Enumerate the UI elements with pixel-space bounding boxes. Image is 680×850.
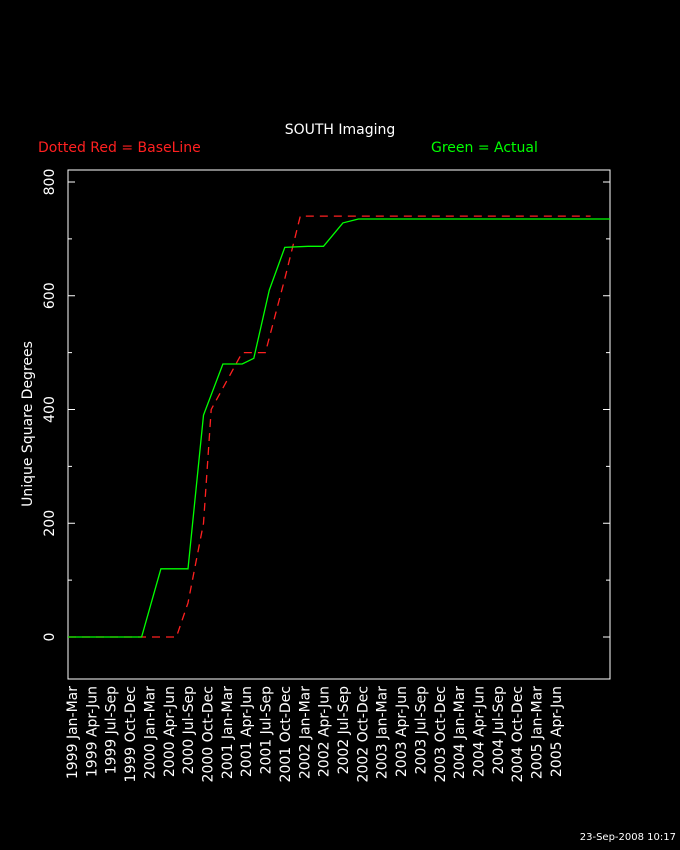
x-tick-label: 2002 Jul-Sep [336,686,352,775]
x-tick-label: 2004 Jan-Mar [452,686,468,779]
x-axis-ticks: 1999 Jan-Mar 1999 Apr-Jun 1999 Jul-Sep 1999… [65,686,565,783]
series-baseline-line [68,215,591,638]
x-tick-label: 2000 Jan-Mar [142,686,158,779]
x-tick-label: 2002 Jan-Mar [297,686,313,779]
x-tick-label: 1999 Oct-Dec [123,686,139,782]
x-tick-label: 2005 Apr-Jun [549,686,565,777]
y-tick-label: 0 [42,633,58,642]
x-tick-label: 2001 Jan-Mar [220,686,236,779]
chart-series [68,215,610,638]
x-tick-label: 2001 Apr-Jun [239,686,255,777]
x-tick-label: 2004 Jul-Sep [491,686,507,775]
x-tick-label: 2000 Jul-Sep [181,686,197,775]
x-tick-label: 1999 Apr-Jun [84,686,100,777]
legend-baseline: Dotted Red = BaseLine [38,140,201,156]
x-tick-label: 2002 Apr-Jun [317,686,333,777]
chart-axes [67,169,611,680]
x-tick-label: 2001 Jul-Sep [259,686,275,775]
x-tick-label: 1999 Jan-Mar [65,686,81,779]
legend-actual: Green = Actual [431,140,538,156]
x-tick-label: 2004 Apr-Jun [472,686,488,777]
x-tick-label: 2004 Oct-Dec [510,686,526,782]
y-axis-label: Unique Square Degrees [20,341,36,507]
x-tick-label: 2000 Oct-Dec [201,686,217,782]
chart-title: SOUTH Imaging [284,122,396,138]
plot-frame [67,169,611,680]
x-tick-label: 2001 Oct-Dec [278,686,294,782]
x-tick-label: 2000 Apr-Jun [162,686,178,777]
y-tick-label: 600 [42,282,58,309]
x-tick-label: 2003 Oct-Dec [433,686,449,782]
x-tick-label: 2005 Jan-Mar [530,686,546,779]
series-actual-line [68,218,610,638]
x-tick-label: 2003 Jan-Mar [375,686,391,779]
x-tick-label: 2002 Oct-Dec [355,686,371,782]
timestamp: 23-Sep-2008 10:17 [579,832,676,843]
y-tick-label: 800 [42,169,58,196]
y-tick-label: 400 [42,396,58,423]
x-tick-label: 2003 Apr-Jun [394,686,410,777]
x-tick-label: 1999 Jul-Sep [104,686,120,775]
y-tick-label: 200 [42,510,58,537]
x-tick-label: 2003 Jul-Sep [413,686,429,775]
y-axis-ticks: 0 200 400 600 800 [42,169,610,642]
